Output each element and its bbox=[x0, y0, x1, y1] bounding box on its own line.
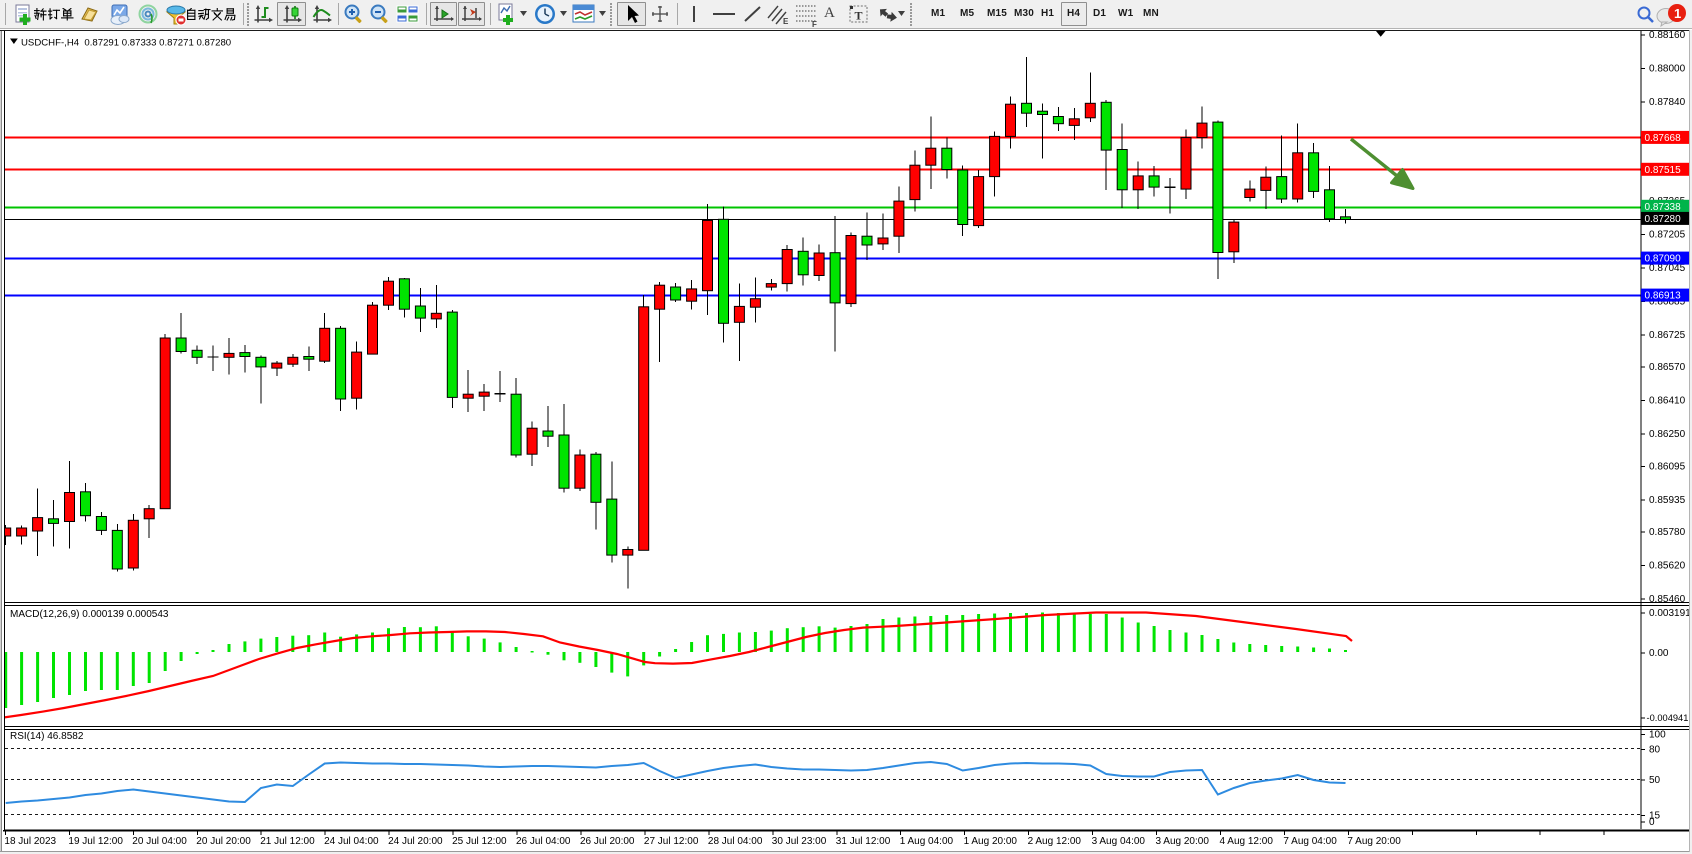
svg-text:0.85780: 0.85780 bbox=[1649, 527, 1686, 538]
svg-text:0.85460: 0.85460 bbox=[1649, 594, 1686, 605]
svg-text:1: 1 bbox=[1674, 6, 1681, 21]
svg-text:26 Jul 20:00: 26 Jul 20:00 bbox=[580, 836, 635, 847]
svg-text:26 Jul 04:00: 26 Jul 04:00 bbox=[516, 836, 571, 847]
svg-text:MACD(12,26,9) 0.000139 0.00054: MACD(12,26,9) 0.000139 0.000543 bbox=[10, 609, 169, 620]
svg-text:3 Aug 20:00: 3 Aug 20:00 bbox=[1156, 836, 1210, 847]
svg-text:20 Jul 04:00: 20 Jul 04:00 bbox=[132, 836, 187, 847]
svg-text:0.86913: 0.86913 bbox=[1645, 291, 1682, 302]
svg-text:0.00: 0.00 bbox=[1649, 648, 1669, 659]
svg-text:0.87515: 0.87515 bbox=[1645, 165, 1682, 176]
svg-text:25 Jul 12:00: 25 Jul 12:00 bbox=[452, 836, 507, 847]
svg-text:0: 0 bbox=[1649, 817, 1655, 828]
svg-text:18 Jul 2023: 18 Jul 2023 bbox=[4, 836, 56, 847]
svg-text:24 Jul 20:00: 24 Jul 20:00 bbox=[388, 836, 443, 847]
svg-text:USDCHF-,H4 0.87291 0.87333 0.: USDCHF-,H4 0.87291 0.87333 0.87271 0.872… bbox=[21, 37, 231, 48]
svg-text:7 Aug 20:00: 7 Aug 20:00 bbox=[1347, 836, 1401, 847]
svg-text:0.85935: 0.85935 bbox=[1649, 495, 1686, 506]
svg-text:0.87205: 0.87205 bbox=[1649, 230, 1686, 241]
svg-text:2 Aug 12:00: 2 Aug 12:00 bbox=[1028, 836, 1082, 847]
svg-text:100: 100 bbox=[1649, 730, 1666, 741]
svg-text:30 Jul 23:00: 30 Jul 23:00 bbox=[772, 836, 827, 847]
svg-text:F: F bbox=[812, 20, 817, 27]
svg-text:0.86410: 0.86410 bbox=[1649, 396, 1686, 407]
svg-text:21 Jul 12:00: 21 Jul 12:00 bbox=[260, 836, 315, 847]
svg-text:28 Jul 04:00: 28 Jul 04:00 bbox=[708, 836, 763, 847]
svg-text:20 Jul 20:00: 20 Jul 20:00 bbox=[196, 836, 251, 847]
svg-text:0.87090: 0.87090 bbox=[1645, 254, 1682, 265]
svg-text:0.86095: 0.86095 bbox=[1649, 461, 1686, 472]
svg-text:0.86725: 0.86725 bbox=[1649, 330, 1686, 341]
svg-text:1 Aug 04:00: 1 Aug 04:00 bbox=[900, 836, 954, 847]
svg-text:0.86570: 0.86570 bbox=[1649, 362, 1686, 373]
svg-text:0.87280: 0.87280 bbox=[1645, 214, 1682, 225]
svg-text:4 Aug 12:00: 4 Aug 12:00 bbox=[1220, 836, 1274, 847]
svg-text:27 Jul 12:00: 27 Jul 12:00 bbox=[644, 836, 699, 847]
svg-text:24 Jul 04:00: 24 Jul 04:00 bbox=[324, 836, 379, 847]
svg-text:0.87338: 0.87338 bbox=[1645, 202, 1682, 213]
svg-text:0.85620: 0.85620 bbox=[1649, 561, 1686, 572]
svg-text:0.003191: 0.003191 bbox=[1649, 608, 1691, 619]
svg-text:19 Jul 12:00: 19 Jul 12:00 bbox=[68, 836, 123, 847]
svg-text:0.88160: 0.88160 bbox=[1649, 30, 1686, 41]
svg-text:3 Aug 04:00: 3 Aug 04:00 bbox=[1092, 836, 1146, 847]
svg-text:50: 50 bbox=[1649, 775, 1661, 786]
svg-text:0.87045: 0.87045 bbox=[1649, 263, 1686, 274]
svg-text:1 Aug 20:00: 1 Aug 20:00 bbox=[964, 836, 1018, 847]
svg-text:T: T bbox=[855, 9, 863, 23]
svg-text:0.87840: 0.87840 bbox=[1649, 97, 1686, 108]
svg-text:E: E bbox=[783, 17, 789, 26]
svg-text:15: 15 bbox=[1649, 810, 1661, 821]
svg-text:RSI(14) 46.8582: RSI(14) 46.8582 bbox=[10, 731, 84, 742]
svg-text:7 Aug 04:00: 7 Aug 04:00 bbox=[1283, 836, 1337, 847]
svg-text:0.87668: 0.87668 bbox=[1645, 133, 1682, 144]
svg-text:31 Jul 12:00: 31 Jul 12:00 bbox=[836, 836, 891, 847]
svg-text:80: 80 bbox=[1649, 744, 1661, 755]
svg-text:0.86250: 0.86250 bbox=[1649, 429, 1686, 440]
svg-text:0.86885: 0.86885 bbox=[1649, 296, 1686, 307]
svg-text:0.88000: 0.88000 bbox=[1649, 64, 1686, 75]
svg-text:-0.004941: -0.004941 bbox=[1647, 713, 1689, 723]
